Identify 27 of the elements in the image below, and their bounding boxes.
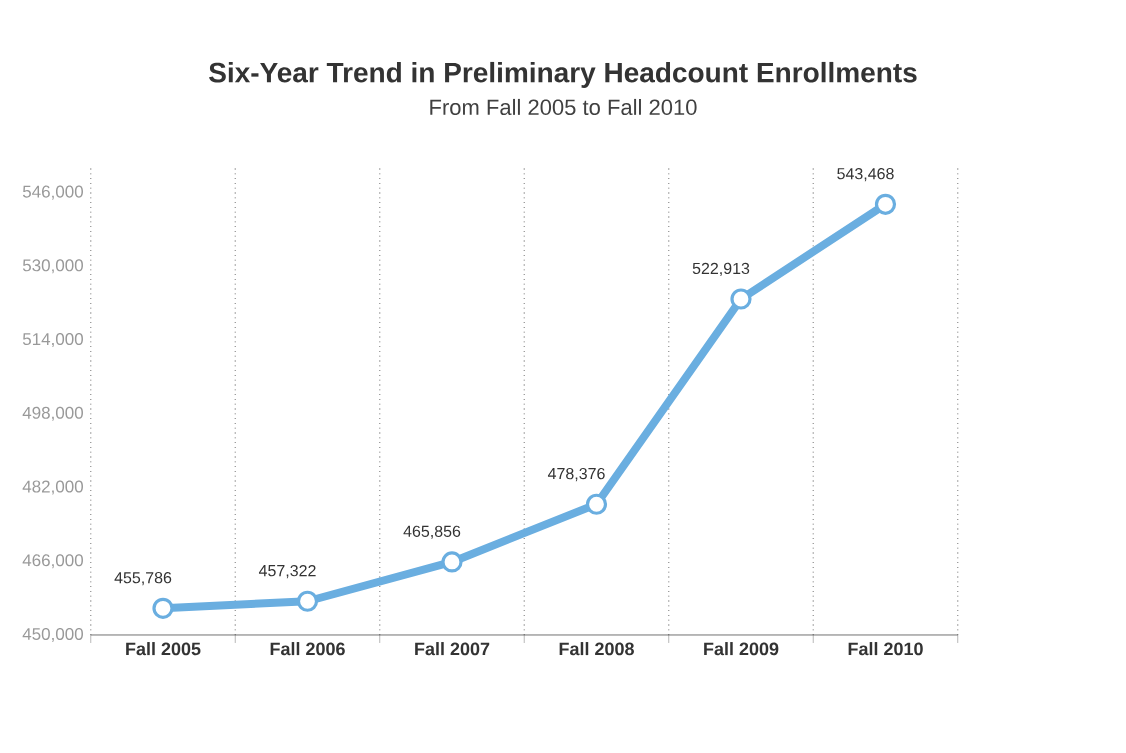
chart-title: Six-Year Trend in Preliminary Headcount Enrollments — [209, 61, 917, 89]
data-label: 465,856 — [403, 525, 461, 539]
x-tick-label: Fall 2006 — [270, 642, 345, 656]
chart-subtitle: From Fall 2005 to Fall 2010 — [430, 98, 697, 116]
y-tick-label: 498,000 — [22, 406, 83, 421]
point — [730, 288, 752, 310]
y-tick-label: 482,000 — [22, 480, 83, 495]
point — [874, 193, 897, 215]
data-label: 457,322 — [258, 564, 316, 579]
y-tick-label: 530,000 — [22, 259, 83, 274]
data-label: 522,913 — [692, 262, 750, 276]
data-label: 455,786 — [114, 572, 172, 586]
point — [152, 597, 174, 619]
x-tick-label: Fall 2008 — [559, 642, 634, 656]
y-tick-label: 466,000 — [22, 554, 83, 569]
point — [441, 551, 463, 573]
x-tick-label: Fall 2007 — [415, 642, 490, 656]
x-tick-label: Fall 2010 — [848, 642, 923, 656]
x-tick-label: Fall 2009 — [704, 642, 779, 656]
data-label: 478,376 — [547, 467, 605, 482]
y-tick-label: 450,000 — [22, 627, 83, 642]
x-tick-label: Fall 2005 — [126, 642, 201, 656]
point — [585, 493, 608, 515]
point — [296, 590, 319, 612]
y-tick-label: 546,000 — [22, 185, 83, 200]
y-tick-label: 514,000 — [22, 333, 83, 348]
data-label: 543,468 — [837, 168, 894, 182]
